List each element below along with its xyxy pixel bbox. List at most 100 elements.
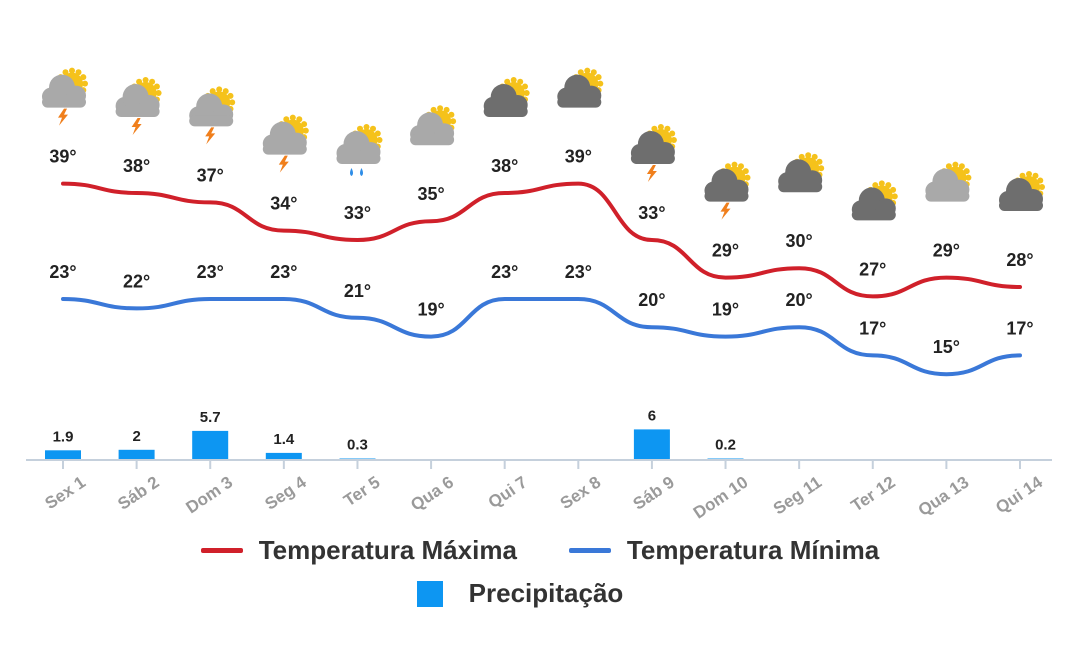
cloud-icon [557, 74, 602, 108]
min-temperature-series: 23° 22° 23° 23° 21° 19° 23° 23° 20° 19° 20° 17° 15° 1… [49, 262, 1034, 377]
cloud-icon [115, 84, 160, 117]
precipitation-label: 6 [648, 407, 656, 424]
legend-row-temperatures: Temperatura Máxima Temperatura Mínima [0, 535, 1080, 566]
precipitation-bar [45, 450, 81, 460]
max-temperature-label: 33° [344, 203, 371, 223]
cloud-icon [704, 168, 749, 202]
x-tick-label: Qui 7 [485, 473, 531, 513]
cloud-icon [778, 159, 823, 193]
x-tick-label: Sex 1 [41, 473, 88, 514]
max-temperature-label: 29° [933, 241, 960, 261]
legend-swatch-max [200, 548, 243, 553]
min-temperature-label: 23° [49, 262, 76, 282]
dark-cloud-sun-icon [557, 67, 604, 108]
cloud-icon [851, 187, 896, 221]
cloud-icon [483, 84, 528, 117]
dark-cloud-sun-icon [483, 77, 530, 117]
max-temperature-label: 33° [638, 203, 665, 223]
max-temperature-label: 38° [491, 156, 518, 176]
legend-swatch-precip [416, 580, 443, 607]
legend-row-precipitation: Precipitação [0, 578, 1080, 609]
precipitation-bar [192, 430, 229, 460]
max-temperature-label: 39° [565, 147, 592, 167]
x-tick-label: Qua 6 [407, 473, 457, 515]
legend-swatch-min [568, 548, 611, 553]
min-temperature-label: 23° [565, 262, 592, 282]
precipitation-label: 2 [132, 428, 140, 445]
precipitation-bar [118, 449, 155, 460]
dark-cloud-sun-icon [778, 152, 825, 193]
min-temperature-label: 20° [786, 290, 813, 310]
max-temperature-series: 39° 38° 37° 34° 33° 35° 38° 39° 33° 29° 30° 27° 29° 2… [49, 147, 1034, 299]
cloud-icon [189, 93, 234, 127]
x-tick-label: Seg 11 [770, 473, 825, 519]
precipitation-bar [265, 452, 302, 460]
legend-item-precip: Precipitação [416, 578, 623, 609]
max-temperature-label: 37° [197, 165, 224, 185]
x-tick-label: Ter 12 [848, 473, 899, 516]
min-temperature-label: 23° [270, 262, 297, 282]
lightning-bolt-icon [278, 155, 289, 173]
max-temperature-label: 39° [49, 147, 76, 167]
x-tick-label: Dom 10 [690, 473, 752, 523]
x-tick-label: Qua 13 [915, 473, 973, 520]
max-temperature-label: 27° [859, 259, 886, 279]
x-tick-label: Ter 5 [340, 473, 383, 511]
storm-cloud-sun-icon [262, 114, 309, 173]
max-temperature-label: 29° [712, 241, 739, 261]
cloud-icon [336, 131, 381, 164]
precipitation-label: 1.4 [273, 431, 295, 448]
cloud-icon [630, 131, 675, 164]
min-temperature-label: 17° [859, 318, 886, 338]
min-temperature-label: 19° [712, 300, 739, 320]
weather-icons [42, 67, 1045, 221]
x-tick-label: Seg 4 [262, 472, 311, 513]
x-tick-label: Qui 14 [992, 472, 1046, 517]
min-temperature-label: 23° [197, 262, 224, 282]
min-temperature-label: 19° [417, 300, 444, 320]
max-temperature-label: 30° [786, 231, 813, 251]
max-temperature-label: 38° [123, 156, 150, 176]
precipitation-bar [633, 429, 670, 460]
lightning-bolt-icon [131, 118, 142, 135]
lightning-bolt-icon [205, 127, 216, 145]
x-tick-label: Sáb 9 [630, 473, 678, 514]
legend-label-min: Temperatura Mínima [626, 535, 880, 565]
dark-storm-cloud-sun-icon [704, 161, 751, 220]
min-temperature-label: 21° [344, 281, 371, 301]
max-temperature-label: 35° [417, 184, 444, 204]
dark-cloud-sun-icon [999, 171, 1045, 211]
cloud-icon [262, 121, 307, 155]
rain-cloud-sun-icon [336, 124, 383, 176]
max-temperature-line [61, 181, 1022, 299]
cloud-icon [42, 74, 86, 108]
x-tick-label: Sex 8 [557, 473, 604, 514]
cloud-sun-icon [925, 161, 972, 202]
x-tick-label: Sáb 2 [114, 473, 162, 514]
max-temperature-label: 28° [1006, 250, 1033, 270]
storm-cloud-sun-icon [189, 86, 236, 145]
cloud-sun-icon [410, 105, 457, 146]
precipitation-label: 0.2 [715, 437, 736, 454]
legend-item-min: Temperatura Mínima [568, 535, 880, 566]
min-temperature-label: 23° [491, 262, 518, 282]
lightning-bolt-icon [646, 165, 657, 182]
min-temperature-label: 17° [1006, 318, 1033, 338]
precipitation-series: 1.9 2 5.7 1.4 0.3 6 0.2 [45, 407, 744, 460]
cloud-icon [925, 168, 970, 202]
lightning-bolt-icon [58, 108, 68, 126]
dark-cloud-sun-icon [851, 180, 898, 221]
x-tick-label: Dom 3 [182, 473, 236, 518]
precipitation-label: 5.7 [200, 409, 221, 426]
cloud-icon [410, 112, 455, 146]
min-temperature-label: 22° [123, 271, 150, 291]
raindrops-icon [350, 168, 363, 176]
cloud-icon [999, 178, 1043, 211]
lightning-bolt-icon [720, 202, 731, 220]
precipitation-label: 1.9 [53, 428, 74, 445]
x-axis: Sex 1 Sáb 2 Dom 3 Seg 4 Ter 5 Qua 6 Qui 7 Sex 8… [26, 459, 1052, 523]
legend-item-max: Temperatura Máxima [200, 535, 517, 566]
max-temperature-label: 34° [270, 194, 297, 214]
legend-label-max: Temperatura Máxima [258, 535, 517, 565]
